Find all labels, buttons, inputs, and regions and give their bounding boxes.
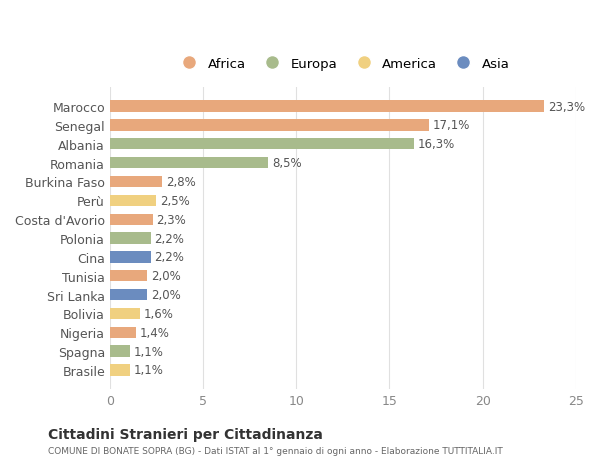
Bar — [110, 157, 268, 169]
Text: 1,6%: 1,6% — [143, 307, 173, 320]
Text: 1,1%: 1,1% — [134, 345, 164, 358]
Bar — [110, 233, 151, 244]
Bar — [110, 289, 147, 301]
Text: 1,4%: 1,4% — [140, 326, 170, 339]
Text: COMUNE DI BONATE SOPRA (BG) - Dati ISTAT al 1° gennaio di ogni anno - Elaborazio: COMUNE DI BONATE SOPRA (BG) - Dati ISTAT… — [48, 447, 503, 455]
Text: 2,5%: 2,5% — [160, 195, 190, 207]
Bar — [110, 364, 130, 376]
Text: 23,3%: 23,3% — [548, 101, 585, 113]
Bar — [110, 101, 544, 112]
Text: 2,2%: 2,2% — [155, 251, 184, 264]
Text: 2,0%: 2,0% — [151, 288, 181, 302]
Bar — [110, 120, 428, 131]
Text: 1,1%: 1,1% — [134, 364, 164, 376]
Bar — [110, 176, 162, 188]
Bar — [110, 252, 151, 263]
Bar — [110, 346, 130, 357]
Text: 17,1%: 17,1% — [432, 119, 470, 132]
Text: 2,2%: 2,2% — [155, 232, 184, 245]
Bar — [110, 308, 140, 319]
Bar — [110, 139, 413, 150]
Legend: Africa, Europa, America, Asia: Africa, Europa, America, Asia — [176, 58, 510, 71]
Text: 2,8%: 2,8% — [166, 176, 196, 189]
Text: 8,5%: 8,5% — [272, 157, 302, 170]
Bar — [110, 195, 157, 207]
Bar — [110, 214, 153, 225]
Text: 2,0%: 2,0% — [151, 269, 181, 283]
Text: 16,3%: 16,3% — [418, 138, 455, 151]
Bar — [110, 327, 136, 338]
Bar — [110, 270, 147, 282]
Text: 2,3%: 2,3% — [157, 213, 186, 226]
Text: Cittadini Stranieri per Cittadinanza: Cittadini Stranieri per Cittadinanza — [48, 427, 323, 442]
